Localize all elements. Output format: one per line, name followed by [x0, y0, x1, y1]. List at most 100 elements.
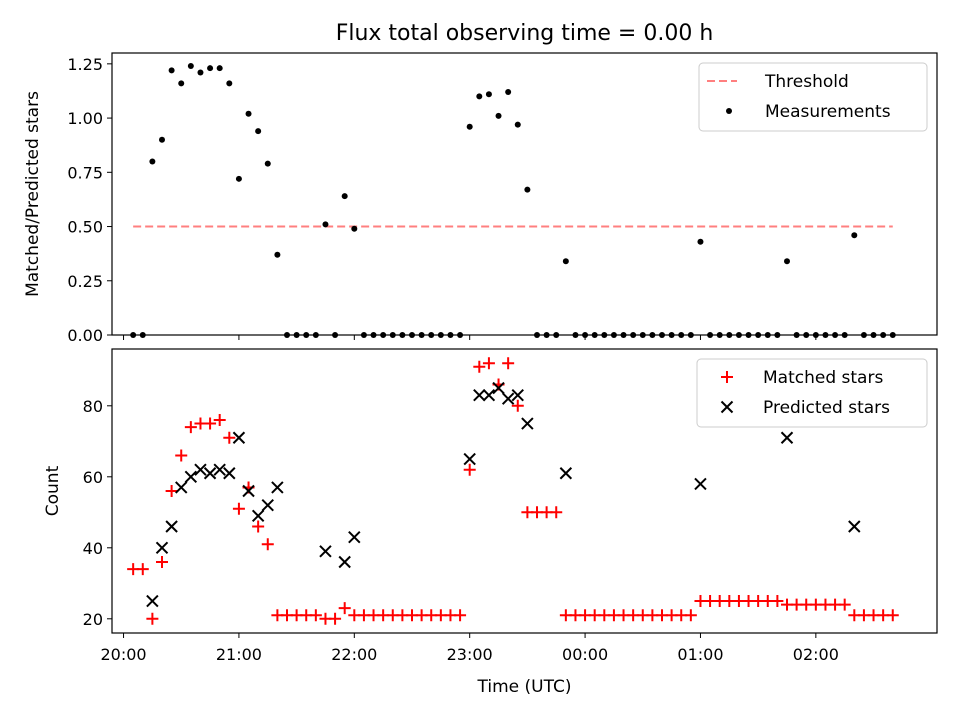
predicted-stars-point	[155, 541, 169, 555]
matched-stars-point	[184, 421, 197, 434]
matched-stars-point	[146, 612, 159, 625]
measurement-point	[697, 238, 704, 245]
predicted-stars-point	[501, 392, 515, 405]
x-tick-label: 23:00	[447, 645, 493, 664]
measurement-point	[341, 193, 348, 200]
matched-stars-point	[482, 357, 495, 370]
matched-stars-point	[502, 357, 515, 370]
matched-stars-point	[329, 612, 342, 625]
legend-matched-swatch	[721, 371, 733, 383]
matched-stars-point	[223, 431, 236, 444]
matched-stars-point	[473, 360, 486, 373]
predicted-stars-point	[261, 498, 274, 512]
predicted-stars-point	[175, 481, 188, 494]
measurement-point	[514, 121, 521, 128]
y-axis-label: Matched/Predicted stars	[23, 91, 43, 297]
y-tick-label: 60	[83, 468, 103, 487]
measurement-point	[216, 65, 223, 72]
matched-stars-point	[204, 417, 217, 430]
predicted-stars-point	[213, 463, 226, 476]
predicted-stars-point	[165, 520, 178, 533]
y-tick-label: 1.25	[67, 55, 103, 74]
predicted-stars-point	[473, 388, 486, 402]
measurement-point	[351, 225, 358, 232]
measurement-point	[322, 221, 329, 228]
y-tick-label: 1.00	[67, 109, 103, 128]
predicted-stars-point	[511, 388, 524, 402]
predicted-stars-point	[521, 417, 534, 430]
legend-box	[698, 62, 928, 132]
x-tick-label: 00:00	[562, 645, 608, 664]
legend: Matched stars Predicted stars	[696, 358, 928, 428]
legend-box	[696, 358, 928, 428]
predicted-stars-point	[146, 594, 159, 608]
matched-stars-point	[252, 520, 265, 533]
measurement-point	[476, 93, 483, 100]
measurement-point	[245, 110, 252, 117]
measurement-point	[274, 251, 281, 258]
predicted-stars-point	[194, 463, 207, 476]
measurement-point	[226, 80, 233, 87]
legend-measurement-swatch	[726, 108, 732, 114]
measurement-point	[562, 258, 569, 265]
x-tick-label: 01:00	[677, 645, 723, 664]
measurement-point	[495, 112, 502, 119]
y-tick-label: 40	[83, 539, 103, 558]
predicted-stars-point	[232, 431, 246, 444]
predicted-stars-point	[242, 484, 255, 498]
predicted-stars-point	[203, 467, 217, 480]
top-panel-measurements-ratio: 0.00 0.25 0.50 0.75 1.00 1.25 Matched/Predicte…	[23, 52, 938, 345]
legend-predicted-swatch	[720, 400, 734, 414]
y-axis-label: Count	[43, 465, 63, 516]
legend: Threshold Measurements	[698, 62, 928, 132]
axes-frame	[111, 52, 938, 336]
matched-stars-point	[261, 538, 274, 551]
predicted-stars-point	[271, 481, 284, 494]
matched-stars-point	[156, 556, 168, 568]
matched-stars-point	[136, 563, 149, 576]
measurement-point	[505, 89, 512, 96]
predicted-stars-point	[482, 388, 496, 402]
measurement-point	[159, 136, 165, 143]
matched-stars-point	[550, 506, 563, 519]
matched-stars-point	[232, 502, 245, 515]
predicted-stars-point	[319, 545, 332, 558]
x-tick-label: 02:00	[793, 645, 839, 664]
matched-stars-point	[684, 609, 697, 622]
matched-stars-point	[338, 602, 351, 615]
y-tick-label: 0.50	[67, 218, 103, 237]
x-axis-label: Time (UTC)	[477, 677, 572, 697]
matched-stars-point	[463, 463, 476, 476]
matched-stars-point	[771, 595, 784, 608]
y-tick-label: 80	[83, 397, 103, 416]
x-tick-label: 21:00	[216, 645, 262, 664]
predicted-stars-point	[348, 530, 361, 544]
measurement-point	[466, 123, 473, 130]
measurement-point	[178, 80, 185, 87]
measurement-point	[149, 158, 156, 165]
predicted-stars-point	[223, 467, 236, 480]
measurement-point	[235, 175, 242, 182]
measurement-point	[255, 128, 262, 135]
y-tick-label: 0.00	[67, 326, 103, 345]
predicted-stars-point	[848, 520, 861, 533]
legend-label: Measurements	[765, 102, 891, 122]
bottom-panel-star-counts: 20 40 60 80 20:00 21:00 22:00 23:00 00:00 01:00 02…	[43, 348, 938, 664]
x-tick-label: 22:00	[331, 645, 377, 664]
predicted-stars-point	[694, 477, 707, 491]
matched-stars-point	[213, 414, 226, 426]
predicted-stars-point	[780, 431, 794, 444]
matched-stars-point	[838, 598, 851, 611]
y-tick-label: 20	[83, 610, 103, 629]
predicted-stars-point	[251, 509, 265, 523]
predicted-stars-point	[559, 467, 573, 480]
measurement-point	[851, 232, 858, 239]
legend-label: Predicted stars	[763, 398, 890, 418]
measurement-point	[784, 258, 790, 265]
chart-title: Flux total observing time = 0.00 h	[336, 21, 714, 46]
legend-label: Threshold	[764, 72, 849, 92]
measurement-point	[264, 160, 271, 167]
matched-stars-point	[454, 609, 467, 622]
matched-stars-point	[511, 399, 524, 412]
